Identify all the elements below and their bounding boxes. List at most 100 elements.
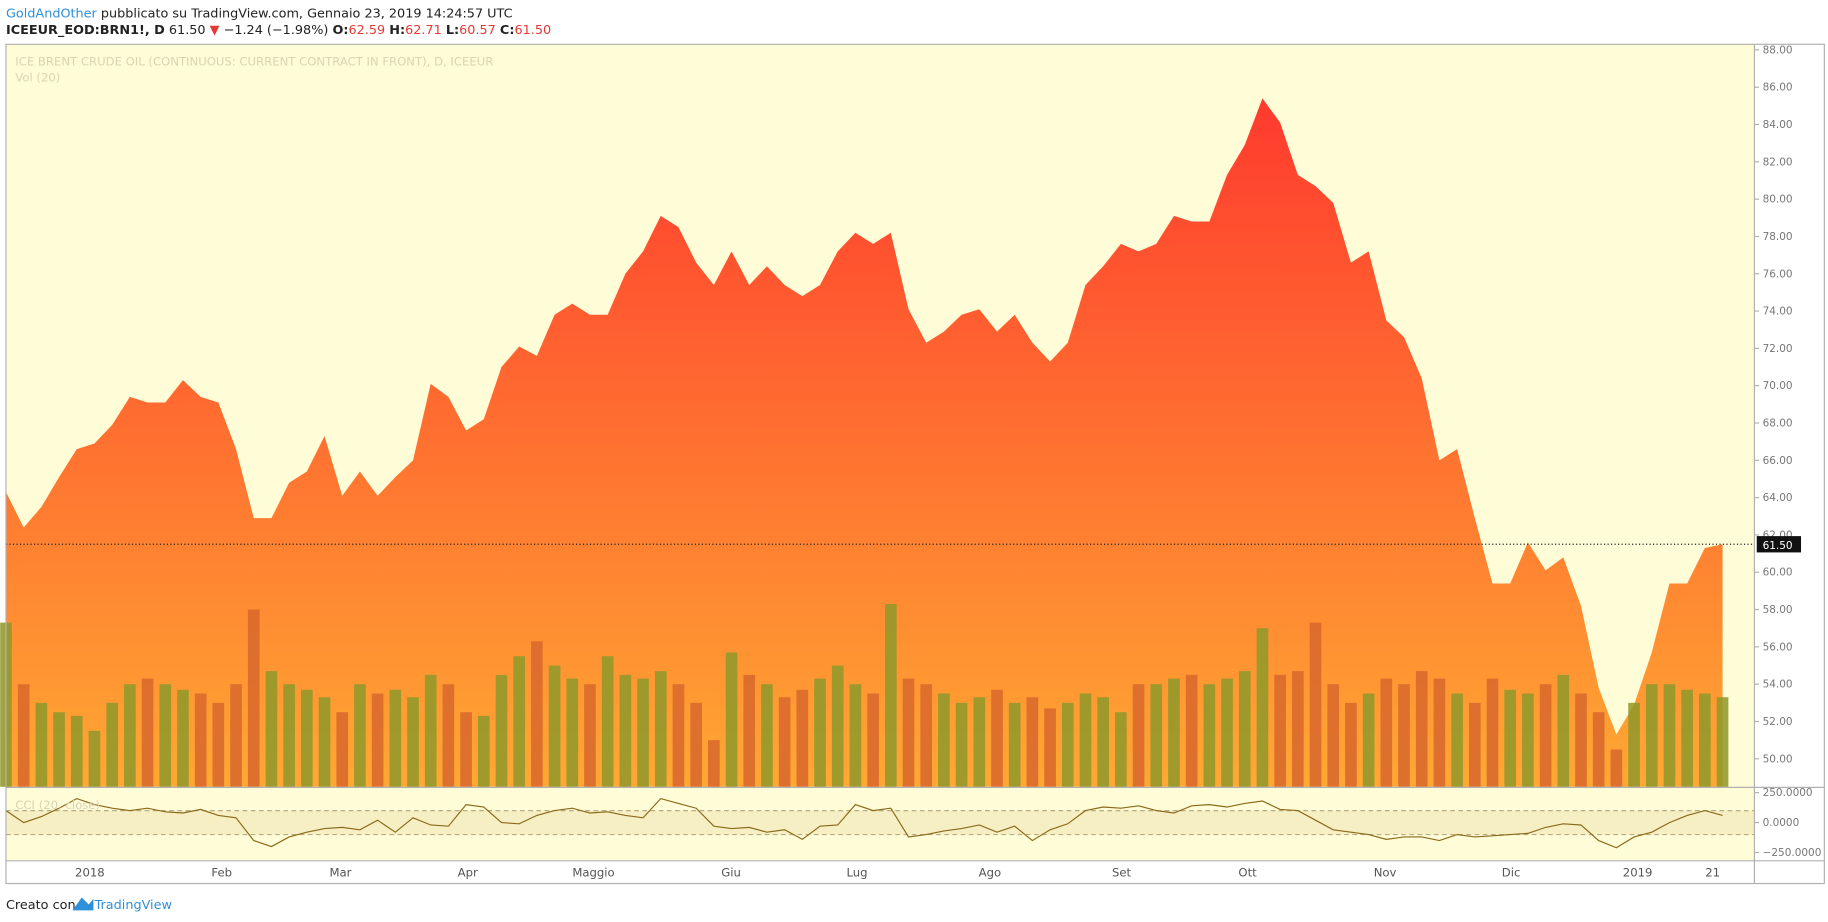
cci-line xyxy=(5,797,1723,849)
volume-bar xyxy=(743,674,756,787)
volume-bar xyxy=(247,609,260,787)
y-tick-label: 60.00 xyxy=(1763,567,1793,579)
volume-bar xyxy=(654,671,667,787)
plot xyxy=(0,98,1755,849)
volume-bar xyxy=(548,665,561,787)
volume-bar xyxy=(690,702,702,787)
volume-bar xyxy=(106,702,118,787)
volume-bar xyxy=(884,603,897,787)
x-tick-label: Ago xyxy=(979,866,1001,880)
volume-bar xyxy=(1274,674,1286,787)
volume-bar xyxy=(920,684,933,787)
volume-bar xyxy=(1522,693,1534,787)
volume-bar xyxy=(531,641,543,787)
volume-bar xyxy=(938,693,950,787)
footer-brand[interactable]: TradingView xyxy=(94,898,172,913)
volume-bar xyxy=(814,678,826,787)
volume-bar xyxy=(354,684,366,787)
volume-bar xyxy=(53,712,65,787)
volume-bar xyxy=(336,712,349,787)
cci-tick-label: −250.0000 xyxy=(1763,847,1822,859)
volume-bar xyxy=(1185,674,1198,787)
x-tick-label: 21 xyxy=(1705,866,1720,880)
volume-bar xyxy=(831,665,844,787)
logo[interactable] xyxy=(72,897,94,911)
volume-bar xyxy=(1380,678,1393,787)
volume-bar xyxy=(867,693,879,787)
volume-bar xyxy=(1415,671,1428,787)
last-price-tag xyxy=(1756,536,1802,553)
x-tick-label: Feb xyxy=(211,866,232,880)
volume-bar xyxy=(1468,702,1481,787)
x-tick-label: Dic xyxy=(1502,866,1521,880)
volume-bar xyxy=(265,671,278,787)
published: pubblicato su TradingView.com, Gennaio 2… xyxy=(101,6,513,21)
y-tick-label: 80.00 xyxy=(1763,194,1793,206)
x-tick-label: Mar xyxy=(329,866,351,880)
x-tick-label: 2019 xyxy=(1623,866,1653,880)
cci-tick-label: 250.0000 xyxy=(1763,787,1813,799)
x-tick-label: Lug xyxy=(846,866,867,880)
last-price-label: 61.50 xyxy=(1763,540,1793,552)
author[interactable]: GoldAndOther xyxy=(6,6,98,21)
volume-bar xyxy=(1097,697,1110,787)
cci-band xyxy=(5,810,1755,835)
volume-bar xyxy=(495,674,508,787)
y-tick-label: 74.00 xyxy=(1763,306,1793,318)
y-tick-label: 52.00 xyxy=(1763,716,1793,728)
volume-bar xyxy=(371,693,384,787)
y-tick-label: 58.00 xyxy=(1763,604,1793,616)
y-tick-label: 64.00 xyxy=(1763,492,1793,504)
x-tick-label: Apr xyxy=(458,866,478,880)
volume-bar xyxy=(1026,697,1039,787)
volume-bar xyxy=(1592,712,1605,787)
publish-line: GoldAndOther pubblicato su TradingView.c… xyxy=(6,6,513,21)
cci-title: CCI (20, close) xyxy=(15,798,100,812)
change: −1.24 (−1.98%) xyxy=(224,23,329,38)
volume-bar xyxy=(301,689,313,787)
volume-bar xyxy=(1168,678,1180,787)
frame xyxy=(5,43,1825,885)
low: 60.57 xyxy=(459,23,496,38)
volume-bar xyxy=(1610,749,1623,787)
volume-bar xyxy=(1238,671,1251,787)
volume-bar xyxy=(1132,684,1145,787)
price-area xyxy=(5,98,1723,787)
volume-bar xyxy=(672,684,685,787)
volume-bar xyxy=(1398,684,1410,787)
volume-bar xyxy=(1433,678,1446,787)
y-tick-label: 84.00 xyxy=(1763,119,1793,131)
volume-bar xyxy=(1150,684,1163,787)
close: 61.50 xyxy=(514,23,551,38)
volume-bar xyxy=(778,697,791,787)
footer-text: Creato con xyxy=(6,898,76,913)
volume-bar xyxy=(1221,678,1233,787)
volume-bar xyxy=(1539,684,1552,787)
y-tick-label: 76.00 xyxy=(1763,268,1793,280)
y-tick-label: 70.00 xyxy=(1763,380,1793,392)
volume-bar xyxy=(1061,702,1074,787)
volume-bar xyxy=(708,740,720,787)
volume-bar xyxy=(318,697,331,787)
volume-bar xyxy=(460,712,472,787)
x-tick-label: Set xyxy=(1112,866,1132,880)
y-tick-label: 56.00 xyxy=(1763,641,1793,653)
volume-bar xyxy=(1203,684,1216,787)
volume-bar xyxy=(1044,708,1056,787)
last: 61.50 xyxy=(169,23,206,38)
volume-bar xyxy=(477,715,490,787)
volume-bar xyxy=(194,693,207,787)
symbol-line: ICEEUR_EOD:BRN1!, D 61.50 ▼ −1.24 (−1.98… xyxy=(6,23,551,38)
high: 62.71 xyxy=(405,23,442,38)
volume-bar xyxy=(1309,622,1322,787)
open: 62.59 xyxy=(348,23,385,38)
volume-bar xyxy=(1557,674,1570,787)
low-label: L: xyxy=(446,23,459,38)
volume-bar xyxy=(991,689,1003,787)
volume-bar xyxy=(424,674,437,787)
volume-bar xyxy=(35,702,48,787)
volume-bar xyxy=(159,684,172,787)
y-tick-label: 54.00 xyxy=(1763,679,1793,691)
volume-bar xyxy=(761,684,773,787)
